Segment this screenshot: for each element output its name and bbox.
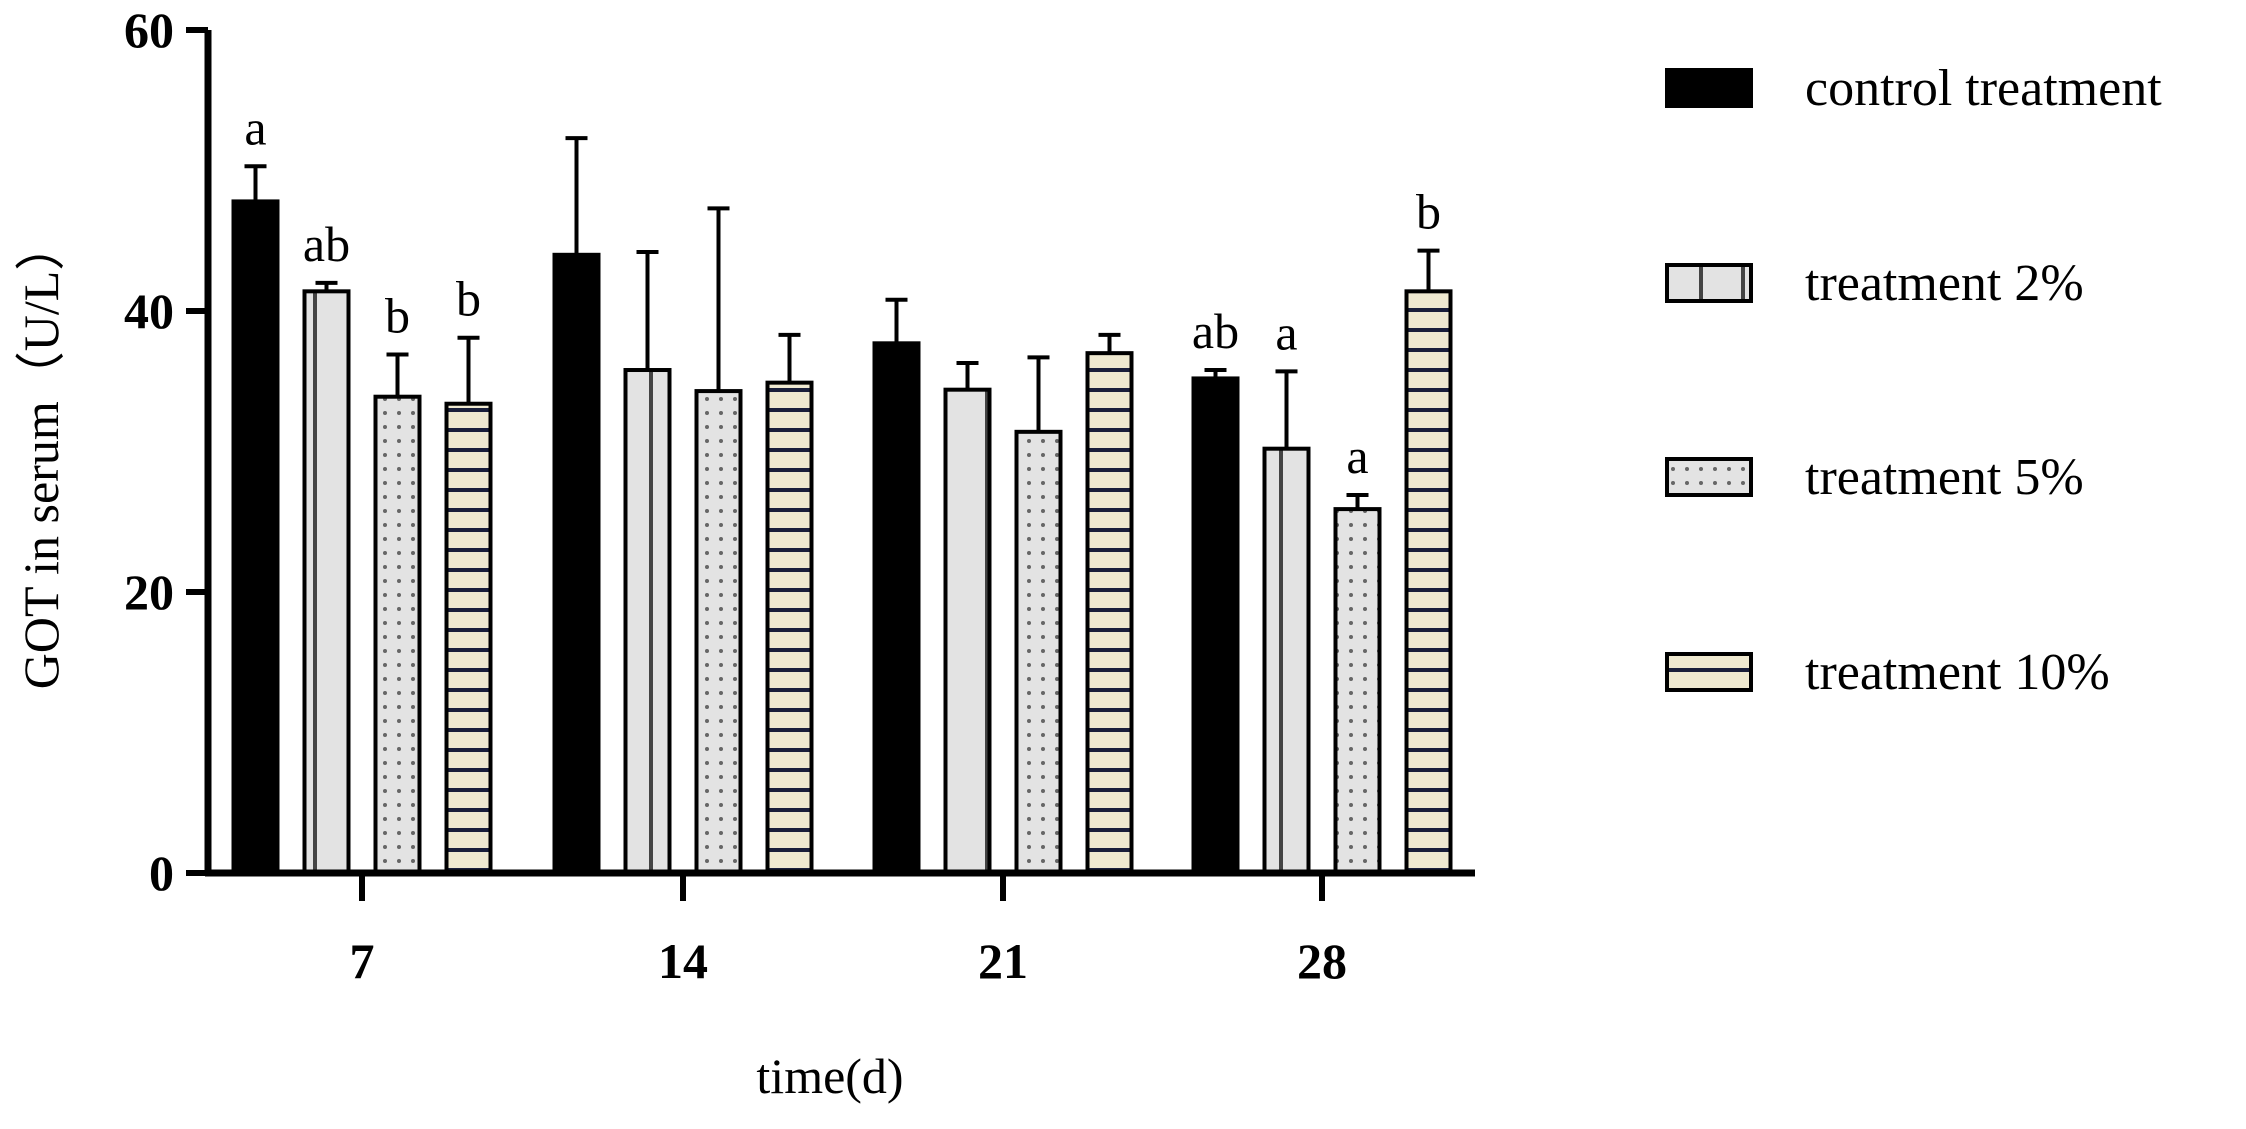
x-tick-label: 7 [350, 933, 375, 989]
bar [1191, 376, 1240, 875]
significance-label: ab [303, 216, 350, 272]
legend-label: treatment 5% [1805, 449, 2084, 506]
bar [302, 289, 351, 875]
y-tick-label: 20 [124, 564, 174, 620]
legend: control treatment treatment 2% treatment 5… [1665, 60, 2162, 701]
x-tick-label: 21 [978, 933, 1028, 989]
bar [1333, 507, 1382, 875]
x-tick-label: 28 [1297, 933, 1347, 989]
y-tick-label: 40 [124, 283, 174, 339]
bar [1014, 429, 1063, 875]
y-tick-label: 0 [149, 845, 174, 901]
legend-label: control treatment [1805, 60, 2162, 117]
axes [204, 30, 1475, 877]
significance-label: a [1346, 428, 1368, 484]
y-axis-title: GOT in serum（U/L） [13, 221, 69, 689]
bar [373, 394, 422, 875]
bar [444, 401, 493, 875]
y-axis-ticks: 0 20 40 60 [124, 2, 208, 901]
legend-swatch [1665, 652, 1753, 692]
significance-label: b [456, 271, 481, 327]
legend-swatch [1665, 68, 1753, 108]
bar [765, 380, 814, 875]
significance-label: a [244, 99, 266, 155]
bar [231, 199, 280, 876]
bar [1262, 446, 1311, 875]
bar [552, 252, 601, 876]
significance-label: a [1275, 304, 1297, 360]
y-tick-label: 60 [124, 2, 174, 58]
significance-label: b [385, 288, 410, 344]
legend-swatch [1665, 263, 1753, 303]
bar [694, 389, 743, 875]
legend-label: treatment 2% [1805, 255, 2084, 312]
bar [1404, 289, 1453, 875]
bar [623, 368, 672, 875]
x-axis-ticks: 7 14 21 28 [350, 873, 1347, 989]
legend-label: treatment 10% [1805, 644, 2110, 701]
x-axis-title: time(d) [756, 1048, 903, 1104]
bar [1085, 351, 1134, 875]
bar [872, 341, 921, 875]
significance-label: ab [1192, 303, 1239, 359]
x-tick-label: 14 [658, 933, 708, 989]
legend-swatch [1665, 457, 1753, 497]
significance-label: b [1416, 184, 1441, 240]
bar [943, 387, 992, 875]
